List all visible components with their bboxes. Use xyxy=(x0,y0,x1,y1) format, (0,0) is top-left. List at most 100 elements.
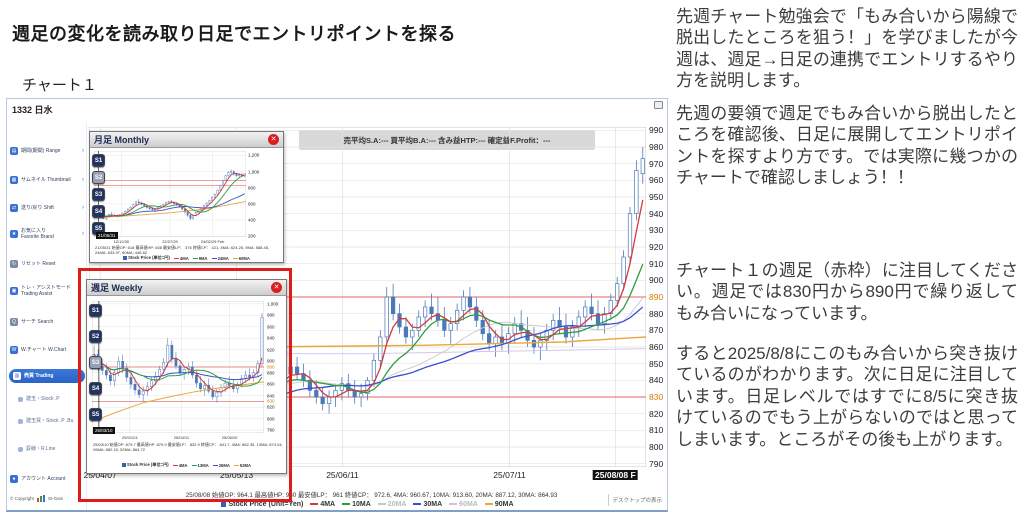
ma-swatch-icon xyxy=(342,503,351,506)
weekly-stats-line: 25/03/10 始値OP: 879.7 最高値HP: 879.9 最安値LP：… xyxy=(93,442,283,453)
sidebar-item-wchart[interactable]: W W.チャート W.Chart xyxy=(10,346,67,354)
y-tick-label: 400 xyxy=(248,217,256,223)
legend-ma30: 30MA xyxy=(413,501,442,508)
y-tick-label: 800 xyxy=(649,442,664,452)
sidebar-item-trading[interactable]: ▥ 売買 Trading › xyxy=(9,369,85,383)
sidebar-item-shift[interactable]: ⇄ 送り/戻り Shift › xyxy=(10,204,84,212)
account-icon: ● xyxy=(10,475,18,483)
weekly-window-title: 週足 Weekly xyxy=(91,283,143,293)
y-tick-label: 980 xyxy=(649,142,664,152)
y-tick-label: 780 xyxy=(267,427,275,433)
monthly-s3-button[interactable]: S3 xyxy=(92,188,105,201)
y-tick-label: 860 xyxy=(649,341,664,352)
sidebar-item-rline[interactable]: 罫線・R.Line xyxy=(10,446,84,452)
y-tick-label: 940 xyxy=(649,208,664,219)
copyright-text: © Copyright xyxy=(10,496,34,501)
brand-text: St-Gain xyxy=(47,496,64,501)
stock-p-icon xyxy=(18,396,23,402)
weekly-s4-button[interactable]: S4 xyxy=(89,382,102,395)
y-tick-label: 830 xyxy=(267,398,275,404)
y-tick-label: 950 xyxy=(649,192,664,202)
x-tick-label: 25/04/11 xyxy=(173,435,190,440)
weekly-window-titlebar[interactable]: 週足 Weekly ✕ xyxy=(87,280,286,296)
y-tick-label: 200 xyxy=(248,233,256,239)
monthly-s2-button[interactable]: S2 xyxy=(92,171,105,184)
trading-icon: ▥ xyxy=(13,372,21,380)
chevron-right-icon: › xyxy=(82,177,84,183)
trading-assist-icon: ▣ xyxy=(10,287,18,296)
sidebar-item-range[interactable]: ▤ 期間(期間) Range › xyxy=(10,147,84,155)
ma-swatch-icon xyxy=(172,464,178,467)
weekly-s3-button[interactable]: S3 xyxy=(89,356,102,369)
price-swatch-icon xyxy=(123,255,128,260)
sidebar-item-stock-p[interactable]: 建玉・Stock .P xyxy=(10,396,84,402)
monthly-s1-button[interactable]: S1 xyxy=(92,154,105,167)
sidebar-item-reset[interactable]: ↻ リセット Reset xyxy=(10,260,56,268)
price-swatch-icon xyxy=(221,501,227,507)
y-tick-label: 1,200 xyxy=(248,152,260,158)
weekly-s5-button[interactable]: S5 xyxy=(89,408,102,421)
range-icon: ▤ xyxy=(10,147,18,155)
sidebar-item-thumbnail[interactable]: ▦ サムネイル Thumbnail › xyxy=(10,176,84,184)
y-tick-label: 820 xyxy=(267,404,275,410)
x-tick-label: 12/12/30 xyxy=(113,239,130,244)
y-tick-label: 840 xyxy=(267,393,275,399)
weekly-x-axis: 25/01/24 25/04/11 25/06/20 xyxy=(92,435,264,441)
x-tick-label: 25/04/07 xyxy=(83,470,117,480)
close-icon[interactable]: ✕ xyxy=(268,134,279,145)
monthly-s5-button[interactable]: S5 xyxy=(92,222,105,235)
search-icon: Q xyxy=(10,318,18,326)
monthly-chart-canvas[interactable] xyxy=(94,151,246,237)
show-desktop-hint[interactable]: デスクトップの表示 xyxy=(608,494,665,506)
close-icon[interactable]: ✕ xyxy=(271,282,282,293)
x-tick-label: 25/07/11 xyxy=(493,470,526,480)
monthly-window-titlebar[interactable]: 月足 Monthly ✕ xyxy=(90,132,283,148)
y-tick-label: 870 xyxy=(649,325,664,336)
sidebar-item-account[interactable]: ● アカウント Account xyxy=(10,475,84,483)
x-tick-label: 25/05/13 xyxy=(220,470,254,480)
y-tick-label: 800 xyxy=(267,416,275,422)
ma-swatch-icon xyxy=(212,464,218,467)
y-tick-label: 910 xyxy=(649,258,664,269)
weekly-chart-canvas[interactable] xyxy=(92,301,264,433)
y-tick-label: 1,000 xyxy=(267,301,279,307)
stock-p-buy-icon xyxy=(18,418,23,424)
monthly-x-axis: 12/12/30 22/07/29 24/02/29 Feb xyxy=(94,239,246,245)
weekly-crosshair-date: 25/03/10 xyxy=(93,427,115,434)
chart1-label: チャート１ xyxy=(22,77,97,94)
sidebar-item-favorite[interactable]: ★ お気に入り Favorite Brand › xyxy=(10,228,84,241)
sidebar-item-search[interactable]: Q サーチ Search xyxy=(10,318,84,326)
weekly-s1-button[interactable]: S1 xyxy=(89,304,102,317)
y-tick-label: 970 xyxy=(649,158,664,169)
y-tick-label: 960 xyxy=(267,324,275,330)
weekly-s2-button[interactable]: S2 xyxy=(89,330,102,343)
daily-x-axis: 25/04/07 25/05/13 25/06/11 25/07/11 25/08/08… xyxy=(84,470,646,482)
ma-swatch-icon xyxy=(377,503,386,506)
monthly-crosshair-date: 21/05/31 xyxy=(96,232,118,239)
page-title: 週足の変化を読み取り日足でエントリポイントを探る xyxy=(12,24,456,45)
sidebar-item-trading-assist[interactable]: ▣ トレ・アシストモード Trading Assist xyxy=(10,285,71,298)
ma-swatch-icon xyxy=(449,503,458,506)
weekly-chart-window: 週足 Weekly ✕ 1,000 980 960 940 920 900 890 880 86… xyxy=(86,279,287,474)
y-tick-label: 880 xyxy=(649,308,664,319)
y-tick-label: 890 xyxy=(267,364,275,370)
sidebar-item-stock-p-buy[interactable]: 建玉買・Stock .P .Bu xyxy=(10,418,84,424)
favorite-icon: ★ xyxy=(10,230,18,239)
monthly-window-title: 月足 Monthly xyxy=(94,135,149,145)
y-tick-label: 810 xyxy=(649,425,664,436)
y-tick-label: 930 xyxy=(649,225,664,236)
monthly-s4-button[interactable]: S4 xyxy=(92,205,105,218)
y-tick-label: 920 xyxy=(267,347,275,353)
ma-swatch-icon xyxy=(191,464,197,467)
ma-swatch-icon xyxy=(232,257,238,260)
daily-legend: Stock Price (Unit=Yen) 4MA 10MA 20MA 30M… xyxy=(89,501,646,508)
daily-stats-line: 25/08/08 始値OP: 964.1 最高値HP: 980 最安値LP： 9… xyxy=(185,492,558,499)
capture-icon[interactable] xyxy=(654,101,663,109)
x-tick-label: 25/06/20 xyxy=(221,435,238,440)
y-tick-label: 940 xyxy=(267,335,275,341)
legend-ma4: 4MA xyxy=(310,501,335,508)
article-paragraph: 先週チャート勉強会で「もみ合いから陽線で脱出したところを狙う！」を学びましたが今… xyxy=(676,7,1018,91)
stgain-logo-icon xyxy=(36,495,45,502)
ma-swatch-icon xyxy=(310,503,319,506)
x-tick-label: 25/01/24 xyxy=(122,435,138,440)
